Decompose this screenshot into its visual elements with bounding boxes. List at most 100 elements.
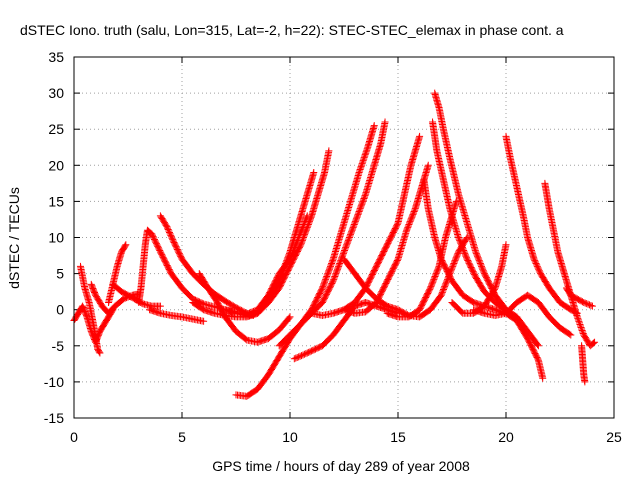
- series-arc-aa: [562, 284, 596, 310]
- data-point: [285, 314, 293, 322]
- data-point: [428, 280, 436, 288]
- data-point: [300, 221, 308, 229]
- data-point: [288, 251, 296, 259]
- data-point: [581, 378, 589, 386]
- data-point: [449, 261, 457, 269]
- data-point: [432, 271, 440, 279]
- data-point: [325, 265, 333, 273]
- data-point: [96, 349, 104, 357]
- data-point: [450, 259, 458, 267]
- y-tick-label: 10: [48, 230, 64, 246]
- data-point: [579, 329, 587, 337]
- data-point: [460, 248, 468, 256]
- data-point: [575, 317, 583, 325]
- data-point: [360, 154, 368, 162]
- data-point: [359, 196, 367, 204]
- data-point: [479, 265, 487, 273]
- axis-ticks: 0 5 10 15 20 25 -15 -10 -5 0 5 10 15 20 25 30 35: [44, 49, 622, 445]
- data-point: [574, 316, 582, 324]
- series-arc-l: [221, 212, 311, 318]
- data-point: [164, 224, 172, 232]
- data-point: [450, 258, 458, 266]
- data-point: [404, 222, 412, 230]
- data-point: [357, 164, 365, 172]
- data-point: [165, 228, 173, 236]
- data-point: [437, 291, 445, 299]
- data-point: [295, 232, 303, 240]
- data-point: [328, 258, 336, 266]
- series-arc-ab: [578, 342, 589, 386]
- data-point: [434, 264, 442, 272]
- data-point: [452, 254, 460, 262]
- data-point: [164, 226, 172, 234]
- data-point: [296, 352, 304, 360]
- data-point: [410, 209, 418, 217]
- data-point: [286, 313, 294, 321]
- data-point: [350, 222, 358, 230]
- series-arc-p: [308, 132, 424, 319]
- data-point: [295, 353, 303, 361]
- data-point: [354, 210, 362, 218]
- data-point: [475, 257, 483, 265]
- data-point: [356, 206, 364, 214]
- grid-lines: [74, 57, 614, 418]
- chart-title: dSTEC Iono. truth (salu, Lon=315, Lat=-2…: [20, 22, 564, 38]
- data-point: [403, 225, 411, 233]
- data-point: [448, 265, 456, 273]
- series-arc-z: [470, 291, 575, 339]
- data-point: [342, 244, 350, 252]
- data-point: [351, 218, 359, 226]
- data-point: [349, 223, 357, 231]
- data-point: [438, 290, 446, 298]
- data-point: [291, 242, 299, 250]
- data-point: [292, 241, 300, 249]
- data-point: [302, 215, 310, 223]
- data-point: [167, 231, 175, 239]
- data-point: [409, 210, 417, 218]
- data-point: [408, 212, 416, 220]
- data-point: [411, 206, 419, 214]
- x-tick-label: 15: [390, 429, 406, 445]
- data-point: [300, 219, 308, 227]
- data-point: [293, 238, 301, 246]
- data-point: [534, 341, 541, 349]
- data-point: [287, 252, 295, 260]
- data-point: [429, 277, 437, 285]
- data-point: [322, 274, 330, 282]
- data-point: [404, 223, 412, 231]
- data-point: [407, 215, 415, 223]
- data-point: [333, 267, 341, 275]
- data-point: [298, 225, 306, 233]
- data-point: [338, 252, 346, 260]
- data-point: [359, 197, 367, 205]
- data-point: [427, 283, 435, 291]
- data-point: [344, 236, 352, 244]
- data-point: [301, 218, 309, 226]
- data-point: [578, 326, 586, 334]
- data-point: [362, 148, 370, 156]
- data-point: [355, 208, 363, 216]
- data-point: [334, 264, 342, 272]
- series-arc-r: [340, 234, 471, 321]
- y-tick-label: -5: [52, 338, 65, 354]
- data-point: [461, 249, 469, 257]
- data-point: [393, 257, 401, 265]
- data-point: [165, 227, 173, 235]
- data-point: [327, 261, 335, 269]
- data-point: [363, 146, 371, 154]
- data-point: [166, 230, 174, 238]
- data-point: [289, 246, 297, 254]
- data-point: [344, 238, 352, 246]
- data-point: [406, 218, 414, 226]
- data-point: [349, 225, 357, 233]
- data-point: [318, 284, 326, 292]
- data-point: [462, 235, 470, 243]
- data-point: [330, 274, 338, 282]
- data-point: [407, 216, 415, 224]
- data-point: [581, 299, 589, 307]
- data-point: [442, 280, 450, 288]
- data-point: [534, 355, 542, 363]
- data-point: [535, 267, 543, 275]
- data-point: [588, 302, 596, 310]
